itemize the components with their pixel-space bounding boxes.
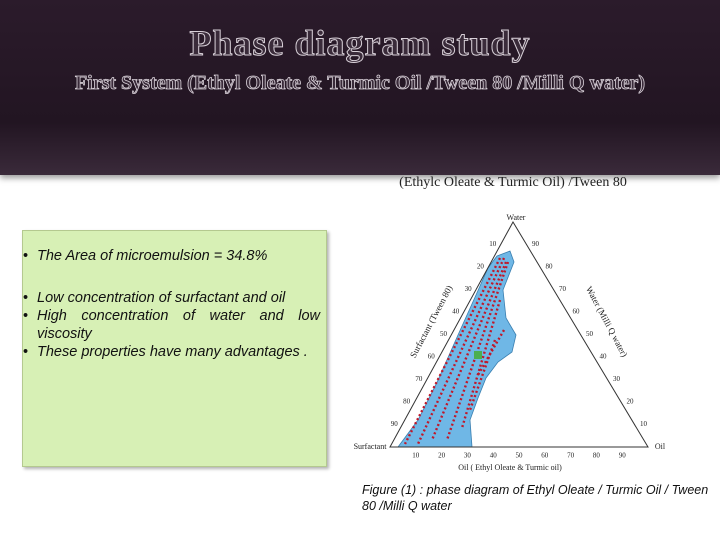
slide-title: Phase diagram study: [189, 23, 531, 64]
tick-label: 40: [600, 353, 608, 361]
tick-label: 70: [567, 452, 575, 460]
bullet: High concentration of water and low visc…: [23, 307, 320, 343]
microemulsion-region: [397, 250, 517, 448]
tick-label: 70: [415, 375, 423, 383]
tick-label: 30: [465, 285, 473, 293]
tick-label: 10: [640, 420, 648, 428]
header: Phase diagram study First System (Ethyl …: [0, 0, 720, 175]
tick-label: 50: [516, 452, 524, 460]
tick-label: 80: [593, 452, 601, 460]
vertex-label: Water: [507, 213, 526, 222]
tick-label: 40: [490, 452, 498, 460]
marker: [474, 351, 482, 359]
bullet: These properties have many advantages .: [23, 343, 320, 361]
tick-label: 20: [627, 398, 635, 406]
axis-title: Oil ( Ethyl Oleate & Turmic oil): [458, 463, 562, 472]
tick-label: 30: [613, 375, 621, 383]
tick-label: 60: [541, 452, 549, 460]
bullet: Low concentration of surfactant and oil: [23, 289, 320, 307]
tick-label: 90: [391, 420, 399, 428]
tick-label: 50: [440, 330, 448, 338]
axis-title: Surfactant (Tween 80): [408, 284, 455, 360]
slide-subtitle: First System (Ethyl Oleate & Turmic Oil …: [74, 72, 646, 95]
bullet-box: The Area of microemulsion = 34.8% Low co…: [22, 230, 327, 467]
tick-label: 80: [403, 398, 411, 406]
tick-label: 80: [546, 263, 554, 271]
vertex-label: Oil: [655, 442, 666, 451]
tick-label: 40: [452, 308, 460, 316]
tick-label: 70: [559, 285, 567, 293]
vertex-label: Surfactant: [354, 442, 388, 451]
tick-label: 90: [619, 452, 627, 460]
tick-label: 30: [464, 452, 472, 460]
tick-label: 60: [428, 353, 436, 361]
tick-label: 50: [586, 330, 594, 338]
experimental-points: [403, 257, 510, 445]
bullet-list: The Area of microemulsion = 34.8% Low co…: [23, 247, 320, 361]
tick-label: 20: [438, 452, 446, 460]
diagram-title: (Ethylc Oleate & Turmic Oil) /Tween 80: [399, 175, 627, 190]
tick-label: 20: [477, 263, 485, 271]
tick-label: 10: [412, 452, 420, 460]
tick-label: 10: [489, 240, 497, 248]
figure-caption: Figure (1) : phase diagram of Ethyl Olea…: [362, 483, 709, 513]
bullet: The Area of microemulsion = 34.8%: [23, 247, 320, 265]
tick-label: 60: [573, 308, 581, 316]
tick-label: 90: [532, 240, 540, 248]
axis-title: Water (Milli Q water): [584, 285, 630, 359]
triangle: [389, 220, 649, 448]
